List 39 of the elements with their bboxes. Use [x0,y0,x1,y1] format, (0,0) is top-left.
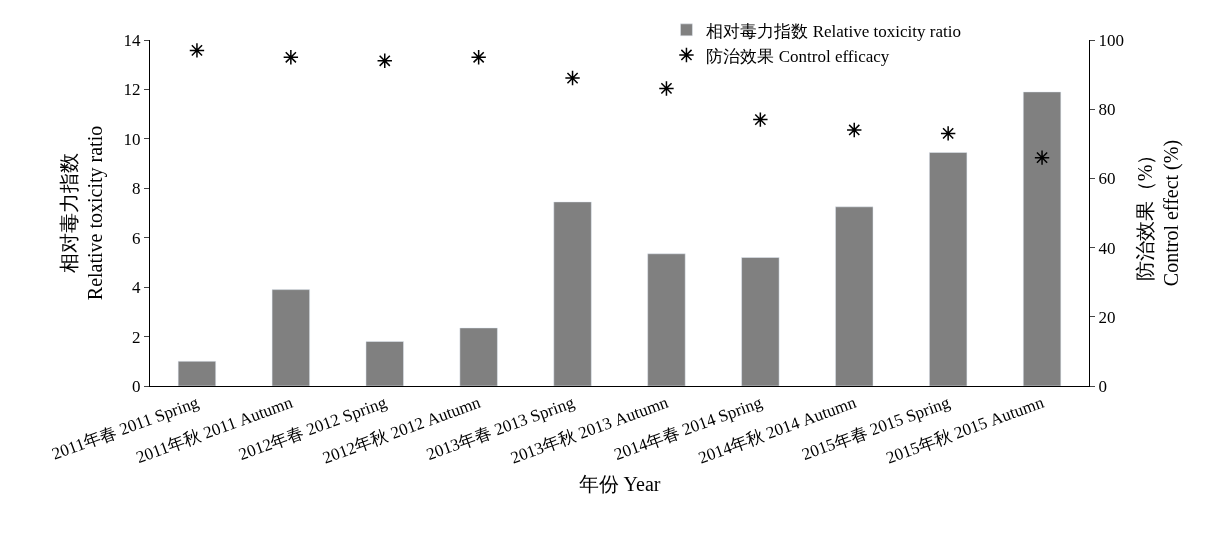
bar [835,206,874,386]
y2-tick-label: 100 [1098,30,1124,50]
y2-tick-label: 80 [1098,100,1116,120]
legend-label: 相对毒力指数 Relative toxicity ratio [706,21,961,41]
y2-tick-label: 60 [1098,169,1116,189]
point [282,49,299,66]
bar [741,257,780,386]
bar [177,361,216,386]
bar [647,253,686,386]
y-tick-label: 0 [132,376,141,396]
point [752,111,769,128]
x-axis-title: 年份 Year [578,473,661,495]
bar [1023,91,1062,386]
y2-tick-label: 20 [1098,307,1116,327]
legend-label: 防治效果 Control efficacy [706,46,890,66]
point [189,42,205,59]
point [940,125,957,142]
point [1034,149,1050,166]
y-axis-title: 相对毒力指数 Relative toxicity ratio [58,125,108,301]
y2-axis-title: 防治效果（%） Control effect (%) [1134,139,1184,287]
y2-tick-label: 40 [1098,238,1116,258]
point [376,52,393,69]
y-tick-label: 10 [123,129,141,149]
y-tick-label: 6 [132,228,141,248]
y-tick-label: 14 [123,30,142,50]
point [470,49,487,66]
bar [459,327,498,386]
point [846,122,863,138]
bar [271,289,310,386]
point [658,80,675,97]
y2-tick-label: 0 [1098,376,1107,396]
bar [365,341,404,386]
y-tick-label: 8 [132,179,141,199]
bar [929,152,968,386]
y-tick-label: 4 [132,278,142,298]
y-tick-label: 2 [132,327,141,347]
point [564,70,581,87]
y-tick-label: 12 [123,80,141,100]
bar [553,201,592,386]
